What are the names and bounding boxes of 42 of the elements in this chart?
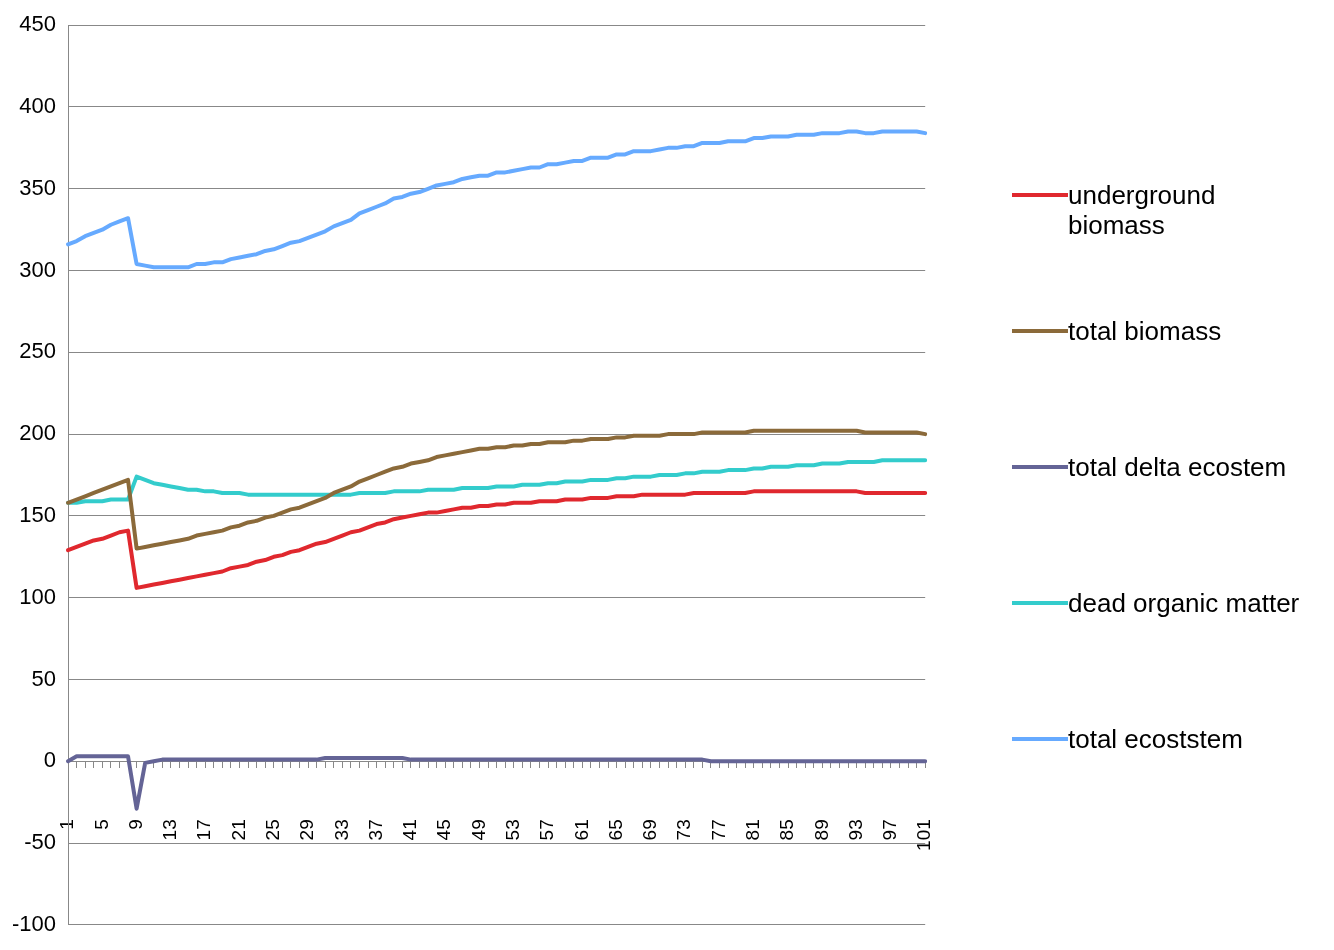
x-tick-label: 65 [604,819,626,841]
y-tick-label: 150 [19,501,57,527]
x-tick-label: 9 [124,819,146,830]
x-tick-label: 25 [261,819,283,841]
y-tick-label: 300 [19,256,57,282]
x-tick-label: 21 [227,819,249,841]
x-tick-label: 5 [90,819,112,830]
y-tick-label: 350 [19,174,57,200]
y-tick-label: 0 [43,747,57,773]
x-tick-label: 85 [776,819,798,841]
x-tick-label: 101 [913,819,935,851]
x-tick-label: 73 [673,819,695,841]
x-tick-label: 69 [639,819,661,841]
y-tick-label: -50 [24,829,57,855]
x-tick-label: 45 [433,819,455,841]
x-tick-label: 41 [399,819,421,841]
x-tick-label: 61 [570,819,592,841]
y-tick-label: 100 [19,583,57,609]
x-tick-label: 17 [193,819,215,841]
x-tick-label: 53 [501,819,523,841]
x-tick-label: 33 [330,819,352,841]
legend-label: underground biomass [1068,180,1217,240]
y-tick-label: 250 [19,338,57,364]
y-tick-label: 200 [19,420,57,446]
legend-label: dead organic matter [1068,588,1300,618]
x-tick-label: 49 [467,819,489,841]
x-tick-label: 97 [879,819,901,841]
y-tick-label: -100 [11,910,57,936]
x-tick-label: 57 [536,819,558,841]
legend-label: total biomass [1068,316,1222,346]
legend-label: total delta ecostem [1068,452,1287,482]
x-tick-label: 37 [364,819,386,841]
x-tick-label: 77 [707,819,729,841]
x-tick-label: 81 [742,819,763,841]
x-tick-label: 13 [159,819,181,841]
y-tick-label: 400 [19,93,57,119]
x-tick-label: 29 [296,819,318,841]
legend-label: total ecoststem [1068,724,1243,754]
y-tick-label: 450 [19,11,57,37]
x-tick-label: 89 [810,819,832,841]
y-tick-label: 50 [31,665,57,691]
x-tick-label: 93 [844,819,866,841]
